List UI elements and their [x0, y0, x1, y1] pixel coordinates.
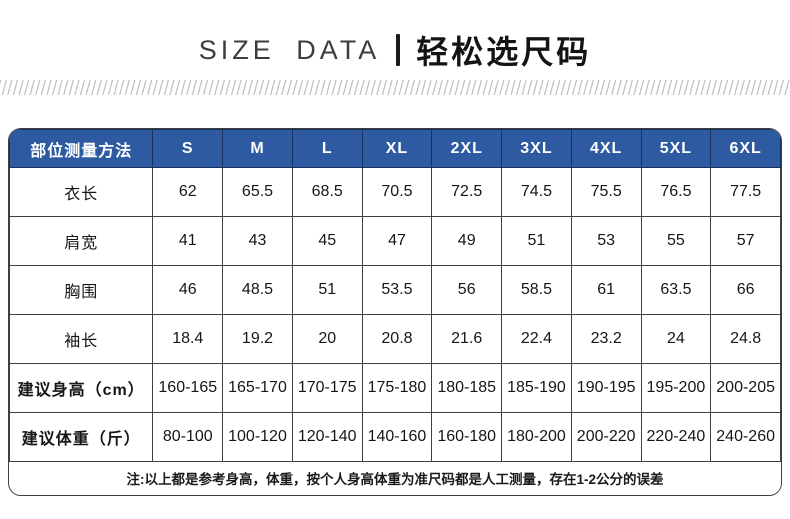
row-label: 袖长 — [9, 314, 154, 364]
slash-pattern-divider — [0, 80, 790, 95]
size-value-cell: 63.5 — [640, 265, 712, 315]
size-value-cell: 240-260 — [710, 412, 781, 462]
size-value-cell: 48.5 — [222, 265, 293, 315]
size-value-cell: 46 — [152, 265, 224, 315]
column-header-size-L: L — [291, 129, 363, 168]
size-value-cell: 160-165 — [152, 363, 224, 413]
title-chinese: 轻松选尺码 — [416, 34, 592, 70]
column-header-size-5XL: 5XL — [640, 129, 712, 168]
size-value-cell: 74.5 — [501, 167, 572, 217]
size-value-cell: 61 — [570, 265, 642, 315]
header-row: 部位测量方法 S M L XL 2XL 3XL 4XL 5XL 6XL — [9, 129, 781, 168]
column-header-size-3XL: 3XL — [501, 129, 572, 168]
column-header-size-4XL: 4XL — [570, 129, 642, 168]
size-value-cell: 47 — [361, 216, 433, 266]
size-value-cell: 80-100 — [152, 412, 224, 462]
size-value-cell: 77.5 — [710, 167, 781, 217]
row-label: 建议体重（斤） — [9, 412, 154, 462]
table-row: 肩宽 41 43 45 47 49 51 53 55 57 — [9, 216, 781, 266]
size-value-cell: 18.4 — [152, 314, 224, 364]
size-value-cell: 185-190 — [501, 363, 572, 413]
size-value-cell: 56 — [431, 265, 503, 315]
size-value-cell: 220-240 — [640, 412, 712, 462]
title-divider-bar — [396, 34, 401, 66]
size-value-cell: 120-140 — [291, 412, 363, 462]
size-value-cell: 21.6 — [431, 314, 503, 364]
table-row: 建议身高（cm） 160-165 165-170 170-175 175-180 180-… — [9, 363, 781, 413]
table-head: 部位测量方法 S M L XL 2XL 3XL 4XL 5XL 6XL — [9, 129, 781, 168]
title-english: SIZE DATA — [198, 34, 381, 65]
size-value-cell: 180-185 — [431, 363, 503, 413]
column-header-measure-method: 部位测量方法 — [9, 129, 154, 168]
table-row: 建议体重（斤） 80-100 100-120 120-140 140-160 160-18… — [9, 412, 781, 462]
size-value-cell: 76.5 — [640, 167, 712, 217]
size-value-cell: 58.5 — [501, 265, 572, 315]
column-header-size-M: M — [222, 129, 293, 168]
table-row: 衣长 62 65.5 68.5 70.5 72.5 74.5 75.5 76.5 77.5 — [9, 167, 781, 217]
page-title: SIZE DATA 轻松选尺码 — [0, 0, 790, 72]
row-label: 衣长 — [9, 167, 154, 217]
size-value-cell: 170-175 — [291, 363, 363, 413]
size-value-cell: 200-220 — [570, 412, 642, 462]
size-value-cell: 190-195 — [570, 363, 642, 413]
size-value-cell: 19.2 — [222, 314, 293, 364]
table-row: 袖长 18.4 19.2 20 20.8 21.6 22.4 23.2 24 24.8 — [9, 314, 781, 364]
size-value-cell: 165-170 — [222, 363, 293, 413]
row-label: 肩宽 — [9, 216, 154, 266]
size-value-cell: 24.8 — [710, 314, 781, 364]
table-row: 胸围 46 48.5 51 53.5 56 58.5 61 63.5 66 — [9, 265, 781, 315]
size-value-cell: 195-200 — [640, 363, 712, 413]
size-value-cell: 175-180 — [361, 363, 433, 413]
size-value-cell: 53 — [570, 216, 642, 266]
size-value-cell: 200-205 — [710, 363, 781, 413]
size-table-container: 部位测量方法 S M L XL 2XL 3XL 4XL 5XL 6XL 衣长 62 65.5 68.5 7… — [8, 128, 782, 496]
size-value-cell: 62 — [152, 167, 224, 217]
size-value-cell: 140-160 — [361, 412, 433, 462]
table-body: 衣长 62 65.5 68.5 70.5 72.5 74.5 75.5 76.5 77.5 肩宽 41… — [9, 167, 781, 462]
size-value-cell: 24 — [640, 314, 712, 364]
size-value-cell: 53.5 — [361, 265, 433, 315]
row-label: 胸围 — [9, 265, 154, 315]
size-value-cell: 75.5 — [570, 167, 642, 217]
note-row: 注:以上都是参考身高，体重，按个人身高体重为准尺码都是人工测量，存在1-2公分的… — [9, 461, 781, 495]
size-value-cell: 100-120 — [222, 412, 293, 462]
column-header-size-6XL: 6XL — [710, 129, 781, 168]
row-label: 建议身高（cm） — [9, 363, 154, 413]
note-text: 注:以上都是参考身高，体重，按个人身高体重为准尺码都是人工测量，存在1-2公分的… — [9, 461, 781, 495]
column-header-size-S: S — [152, 129, 224, 168]
size-value-cell: 20.8 — [361, 314, 433, 364]
column-header-size-2XL: 2XL — [431, 129, 503, 168]
size-value-cell: 72.5 — [431, 167, 503, 217]
size-value-cell: 43 — [222, 216, 293, 266]
size-value-cell: 51 — [501, 216, 572, 266]
size-value-cell: 65.5 — [222, 167, 293, 217]
size-value-cell: 45 — [291, 216, 363, 266]
size-value-cell: 49 — [431, 216, 503, 266]
size-value-cell: 70.5 — [361, 167, 433, 217]
size-value-cell: 55 — [640, 216, 712, 266]
size-value-cell: 66 — [710, 265, 781, 315]
size-table: 部位测量方法 S M L XL 2XL 3XL 4XL 5XL 6XL 衣长 62 65.5 68.5 7… — [9, 129, 781, 495]
size-value-cell: 51 — [291, 265, 363, 315]
table-foot: 注:以上都是参考身高，体重，按个人身高体重为准尺码都是人工测量，存在1-2公分的… — [9, 461, 781, 495]
size-value-cell: 23.2 — [570, 314, 642, 364]
size-value-cell: 160-180 — [431, 412, 503, 462]
size-value-cell: 41 — [152, 216, 224, 266]
size-value-cell: 180-200 — [501, 412, 572, 462]
size-value-cell: 22.4 — [501, 314, 572, 364]
size-value-cell: 68.5 — [291, 167, 363, 217]
size-value-cell: 57 — [710, 216, 781, 266]
size-value-cell: 20 — [291, 314, 363, 364]
column-header-size-XL: XL — [361, 129, 433, 168]
